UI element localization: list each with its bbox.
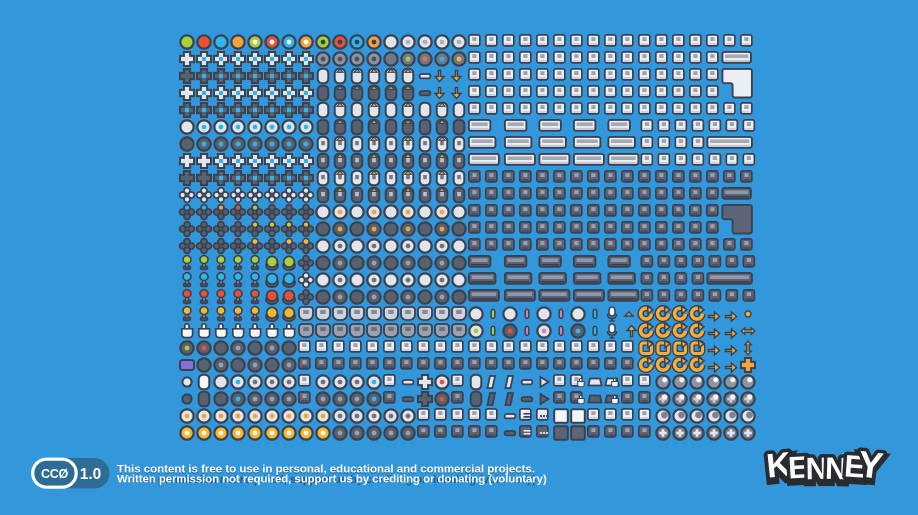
svg-text:1.0: 1.0	[80, 466, 102, 483]
svg-text:CCØ: CCØ	[41, 467, 69, 481]
svg-text:Written permission not require: Written permission not required, support…	[117, 474, 547, 486]
svg-text:N: N	[805, 454, 828, 489]
svg-text:N: N	[825, 454, 848, 490]
svg-text:E: E	[787, 449, 809, 485]
svg-text:This content is free to use in: This content is free to use in personal,…	[117, 464, 535, 476]
svg-text:Written permission not require: Written permission not required, support…	[117, 474, 536, 486]
svg-text:N: N	[805, 451, 828, 486]
svg-text:E: E	[787, 453, 809, 489]
svg-text:E: E	[843, 448, 866, 484]
svg-text:This content is free to use in: This content is free to use in personal,…	[117, 463, 535, 475]
svg-text:N: N	[825, 451, 848, 487]
